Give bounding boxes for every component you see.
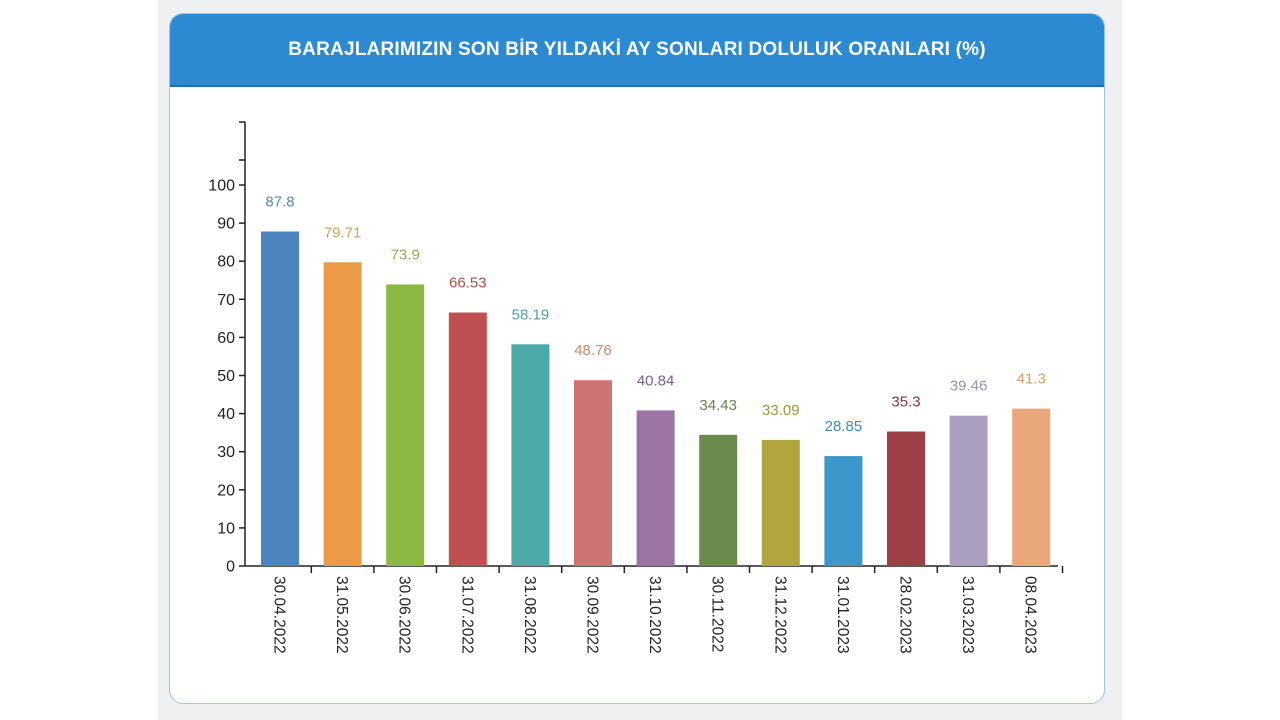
bar — [636, 410, 675, 566]
x-tick-label: 28.02.2023 — [897, 576, 914, 654]
x-tick-label: 30.06.2022 — [396, 576, 413, 654]
data-label: 34.43 — [699, 397, 737, 414]
y-tick-label: 40 — [217, 406, 235, 423]
chart-title: BARAJLARIMIZIN SON BİR YILDAKİ AY SONLAR… — [288, 38, 986, 60]
bar — [949, 415, 988, 566]
x-tick-label: 31.03.2023 — [959, 576, 976, 654]
bar — [699, 434, 738, 566]
x-tick-label: 31.05.2022 — [333, 576, 350, 654]
x-tick-label: 31.10.2022 — [646, 576, 663, 654]
bar — [511, 344, 550, 566]
y-tick-label: 90 — [217, 216, 235, 233]
data-label: 79.71 — [324, 224, 362, 241]
data-label: 48.76 — [574, 342, 612, 359]
x-tick-label: 08.04.2023 — [1022, 576, 1039, 654]
data-label: 66.53 — [449, 275, 487, 292]
data-label: 58.19 — [512, 306, 550, 323]
bar — [323, 262, 362, 566]
data-label: 73.9 — [391, 246, 420, 263]
x-tick-label: 31.07.2022 — [458, 576, 475, 654]
y-tick-label: 30 — [217, 444, 235, 461]
data-label: 28.85 — [825, 418, 863, 435]
y-tick-label: 20 — [217, 482, 235, 499]
data-label: 35.3 — [891, 394, 920, 411]
bar — [761, 439, 800, 566]
chart-header: BARAJLARIMIZIN SON BİR YILDAKİ AY SONLAR… — [170, 14, 1104, 87]
bar — [448, 312, 487, 566]
x-tick-label: 30.11.2022 — [709, 576, 726, 652]
data-label: 39.46 — [950, 378, 988, 395]
x-tick-label: 31.01.2023 — [834, 576, 851, 654]
x-tick-label: 30.09.2022 — [584, 576, 601, 654]
x-tick-label: 31.12.2022 — [771, 576, 788, 654]
y-tick-label: 70 — [217, 292, 235, 309]
x-tick-label: 30.04.2022 — [271, 576, 288, 654]
bar — [261, 231, 299, 566]
bar — [574, 380, 612, 566]
chart-card: BARAJLARIMIZIN SON BİR YILDAKİ AY SONLAR… — [169, 13, 1105, 704]
y-tick-label: 50 — [217, 368, 235, 385]
data-label: 41.3 — [1017, 371, 1046, 388]
data-label: 33.09 — [762, 402, 800, 419]
x-tick-label: 31.08.2022 — [521, 576, 538, 654]
bar — [887, 431, 925, 566]
bar — [1012, 408, 1051, 566]
y-tick-label: 0 — [226, 559, 235, 576]
y-tick-label: 80 — [217, 254, 235, 271]
data-label: 40.84 — [637, 372, 675, 389]
bar — [386, 284, 425, 566]
y-tick-label: 60 — [217, 330, 235, 347]
y-tick-label: 100 — [208, 178, 235, 195]
data-label: 87.8 — [265, 193, 294, 210]
y-tick-label: 10 — [217, 520, 235, 537]
bar — [824, 456, 863, 566]
